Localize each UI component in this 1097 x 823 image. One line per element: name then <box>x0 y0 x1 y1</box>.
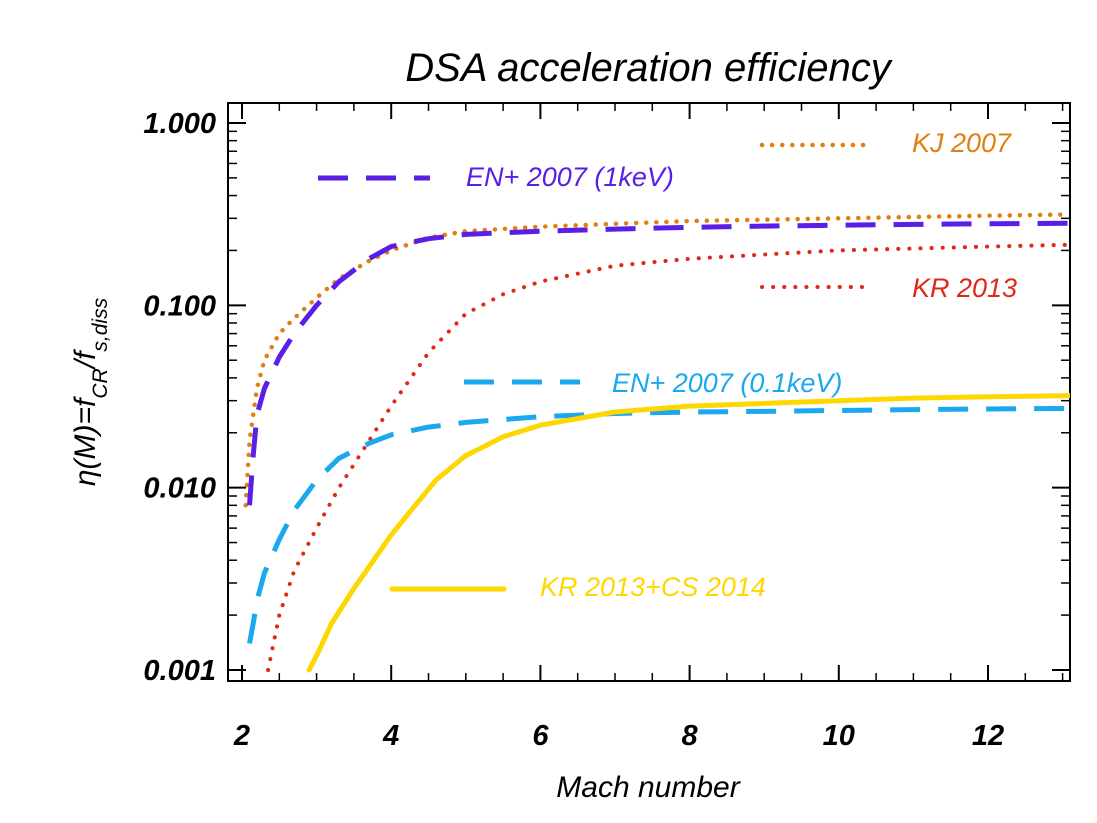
legend-label-4: KR 2013+CS 2014 <box>540 572 766 602</box>
y-tick-label: 0.001 <box>143 655 216 687</box>
legend-label-0: KJ 2007 <box>912 128 1012 158</box>
x-tick-label: 4 <box>382 720 399 752</box>
y-tick-labels: 0.001 0.010 0.100 1.000 <box>143 108 216 687</box>
legend-label-2: KR 2013 <box>912 273 1017 303</box>
x-tick-label: 10 <box>823 720 855 752</box>
series-line-4 <box>306 393 1070 673</box>
x-tick-label: 6 <box>532 720 549 752</box>
chart-title: DSA acceleration efficiency <box>405 46 893 90</box>
legend-label-1: EN+ 2007 (1keV) <box>466 162 674 192</box>
y-tick-label: 0.010 <box>143 473 216 505</box>
series-line-0 <box>243 212 1070 508</box>
plot-frame <box>227 102 1071 682</box>
x-tick-labels: 2 4 6 8 10 12 <box>233 720 1004 752</box>
y-tick-label: 1.000 <box>143 108 216 140</box>
series-line-3 <box>247 405 1070 644</box>
x-tick-label: 2 <box>233 720 250 752</box>
legend-label-3: EN+ 2007 (0.1keV) <box>612 368 842 398</box>
y-axis-label: η(M)=fCR/fs,diss <box>69 297 112 486</box>
x-axis-label: Mach number <box>556 771 740 804</box>
series-line-2 <box>266 242 1070 672</box>
series-lines <box>243 212 1070 673</box>
x-tick-label: 12 <box>972 720 1004 752</box>
y-tick-label: 0.100 <box>143 290 216 322</box>
axis-ticks <box>228 103 1070 681</box>
x-tick-label: 8 <box>682 720 699 752</box>
series-line-1 <box>247 220 1070 506</box>
legend: KJ 2007 EN+ 2007 (1keV) KR 2013 EN+ 2007 (0… <box>318 128 1017 602</box>
